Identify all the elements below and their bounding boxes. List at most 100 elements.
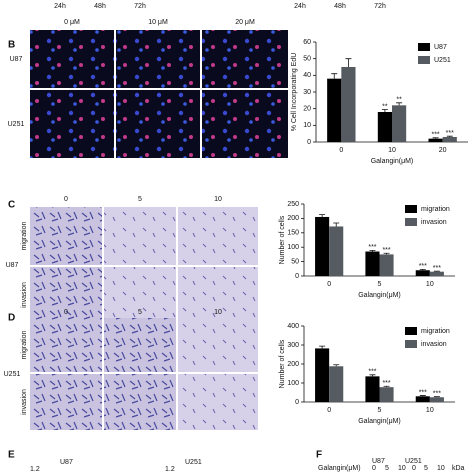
image — [116, 90, 200, 158]
significance: *** — [431, 132, 439, 139]
image — [30, 318, 102, 372]
label: 0 — [64, 196, 68, 203]
label: 0 — [412, 465, 416, 472]
y-tick-label: 30 — [303, 89, 311, 96]
label: 10 — [398, 465, 406, 472]
error-bar — [319, 345, 326, 349]
image — [104, 318, 176, 372]
x-tick-label: 0 — [327, 407, 331, 414]
label: 24h — [294, 3, 306, 10]
legend-swatch — [405, 340, 417, 348]
label: 48h — [334, 3, 346, 10]
y-tick-label: 100 — [287, 380, 299, 387]
y-tick-label: 150 — [287, 230, 299, 237]
y-tick-label: 200 — [287, 361, 299, 368]
label: 5 — [138, 196, 142, 203]
label: 10 — [214, 196, 222, 203]
image — [104, 267, 176, 323]
error-bar — [333, 222, 340, 227]
bar — [442, 137, 457, 142]
label: U87 — [10, 56, 23, 63]
image — [104, 374, 176, 430]
legend-swatch — [418, 43, 430, 51]
label: U251 — [8, 121, 25, 128]
label: migration — [21, 222, 28, 251]
label: 1.2 — [30, 466, 40, 473]
y-tick-label: 300 — [287, 342, 299, 349]
bar — [428, 138, 443, 142]
image — [178, 374, 258, 430]
label: kDa — [452, 465, 465, 472]
error-bar — [331, 73, 338, 79]
image — [116, 30, 200, 88]
x-tick-label: 10 — [426, 407, 434, 414]
label: 72h — [374, 3, 386, 10]
bar — [379, 387, 394, 402]
y-tick-label: 50 — [291, 258, 299, 265]
image — [104, 207, 176, 265]
bar — [315, 216, 330, 276]
y-tick-label: 0 — [307, 139, 311, 146]
significance: *** — [433, 391, 441, 398]
bar — [329, 226, 344, 276]
error-bar — [432, 137, 439, 139]
y-tick-label: 100 — [287, 244, 299, 251]
label: 48h — [94, 3, 106, 10]
panel-images — [30, 30, 288, 430]
image — [30, 374, 102, 430]
error-bar — [369, 249, 376, 252]
bar — [341, 67, 356, 142]
image — [30, 90, 114, 158]
error-bar — [381, 109, 388, 112]
image — [30, 207, 102, 265]
y-axis-label: Number of cells — [279, 339, 286, 388]
significance: *** — [419, 389, 427, 396]
label: U251 — [405, 458, 422, 465]
bar — [315, 348, 330, 402]
label: 5 — [385, 465, 389, 472]
bar — [379, 254, 394, 276]
significance: *** — [446, 130, 454, 137]
error-bar — [369, 374, 376, 377]
y-tick-label: 0 — [295, 273, 299, 280]
error-bar — [333, 364, 340, 367]
label: 5 — [424, 465, 428, 472]
bar — [392, 105, 407, 142]
error-bar — [446, 135, 453, 137]
y-tick-label: 200 — [287, 215, 299, 222]
y-tick-label: 60 — [303, 39, 311, 46]
label: 10 — [437, 465, 445, 472]
significance: *** — [419, 263, 427, 270]
bar — [377, 112, 392, 142]
legend-label: migration — [421, 206, 450, 213]
x-tick-label: 20 — [439, 147, 447, 154]
image — [178, 318, 258, 372]
label: F — [316, 450, 322, 461]
label: Galangin(μM) — [318, 465, 361, 472]
image — [178, 207, 258, 265]
x-tick-label: 5 — [378, 407, 382, 414]
image — [202, 90, 288, 158]
significance: ** — [382, 103, 388, 110]
label: U87 — [372, 458, 385, 465]
y-tick-label: 10 — [303, 122, 311, 129]
x-tick-label: 10 — [388, 147, 396, 154]
y-tick-label: 400 — [287, 323, 299, 330]
error-bar — [383, 252, 390, 255]
label: 20 μM — [235, 19, 255, 26]
y-axis-label: % Cell Incorporating EdU — [291, 53, 298, 132]
label: 0 μM — [64, 19, 80, 26]
image — [30, 267, 102, 323]
label: U251 — [185, 459, 202, 466]
x-axis-label: Galangin(μM) — [358, 292, 401, 299]
bar — [365, 251, 380, 276]
image — [202, 30, 288, 88]
error-bar — [433, 396, 440, 398]
label: 5 — [138, 309, 142, 316]
y-tick-label: 40 — [303, 72, 311, 79]
error-bar — [433, 270, 440, 272]
significance: *** — [433, 265, 441, 272]
label: 10 μM — [148, 19, 168, 26]
label: E — [8, 450, 15, 461]
